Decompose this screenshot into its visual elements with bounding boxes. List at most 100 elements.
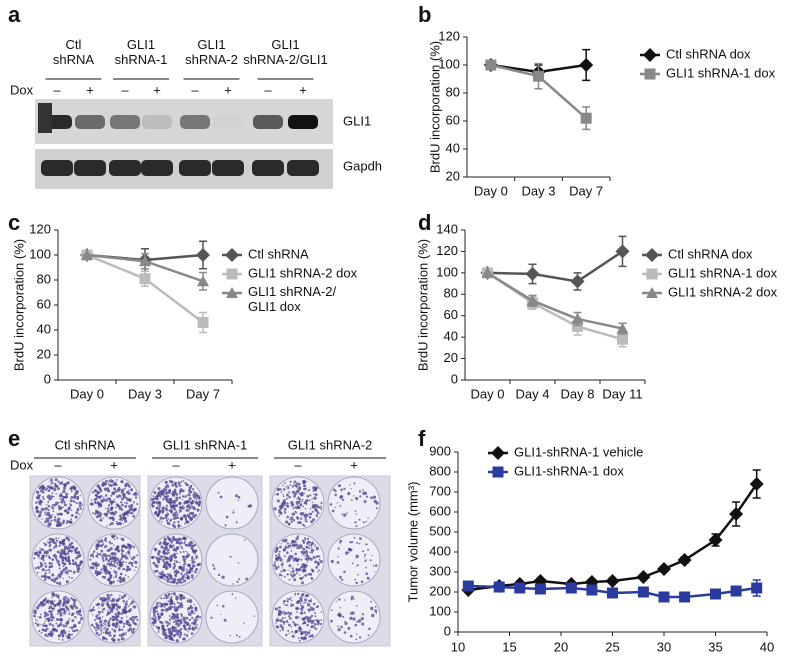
colony — [178, 619, 181, 622]
colony — [159, 605, 161, 608]
colony — [311, 625, 314, 628]
colony — [338, 614, 342, 618]
colony — [305, 513, 309, 517]
colony — [130, 557, 134, 560]
panel-label: a — [8, 2, 21, 27]
colony — [64, 509, 67, 512]
colony — [358, 636, 362, 639]
y-tick-label: 200 — [429, 583, 451, 598]
colony — [131, 619, 134, 621]
colony — [315, 555, 318, 558]
colony — [186, 576, 191, 580]
colony — [47, 599, 50, 603]
colony — [58, 537, 60, 539]
colony — [106, 525, 108, 527]
colony — [64, 566, 68, 570]
colony — [134, 615, 138, 619]
colony — [298, 626, 302, 631]
y-tick-label: 400 — [429, 543, 451, 558]
colony — [173, 488, 176, 491]
colony — [66, 573, 69, 575]
colony — [115, 520, 118, 523]
colony — [188, 563, 190, 566]
colony — [297, 592, 300, 596]
colony — [43, 628, 48, 633]
colony — [95, 622, 98, 625]
colony — [107, 559, 111, 563]
colony — [59, 556, 63, 559]
colony — [115, 621, 119, 625]
colony — [287, 629, 290, 632]
colony — [311, 510, 314, 513]
colony — [164, 632, 167, 634]
colony — [65, 580, 69, 584]
colony — [95, 515, 99, 519]
x-tick-label: Day 0 — [70, 386, 104, 401]
colony — [277, 609, 282, 613]
y-tick-label: 0 — [44, 371, 51, 386]
colony — [291, 555, 293, 558]
colony — [102, 631, 105, 634]
colony — [279, 607, 281, 609]
colony — [316, 506, 319, 509]
colony — [122, 517, 126, 520]
colony — [100, 544, 103, 547]
colony — [285, 620, 289, 623]
blot-band — [38, 103, 52, 133]
colony — [320, 505, 322, 508]
colony — [294, 594, 296, 596]
colony — [292, 519, 296, 522]
colony — [181, 606, 184, 609]
colony — [193, 491, 195, 493]
x-tick-label: Day 11 — [602, 386, 642, 401]
marker — [196, 248, 210, 262]
colony — [320, 507, 323, 510]
colony — [61, 557, 64, 560]
colony — [119, 515, 121, 518]
colony — [65, 635, 67, 637]
colony — [56, 612, 59, 615]
colony — [308, 572, 313, 576]
colony — [196, 614, 200, 618]
colony — [156, 559, 160, 563]
colony — [331, 509, 335, 513]
colony — [66, 547, 69, 551]
colony — [33, 557, 36, 560]
colony — [39, 547, 41, 550]
dox-label: Dox — [10, 457, 34, 472]
colony — [181, 538, 183, 540]
colony — [288, 612, 293, 616]
marker — [679, 591, 691, 603]
marker — [485, 59, 497, 71]
colony — [98, 628, 100, 630]
colony — [307, 537, 310, 541]
colony — [48, 542, 51, 545]
colony — [33, 611, 37, 615]
colony — [182, 616, 186, 620]
lane-sign: + — [86, 82, 94, 97]
colony — [312, 556, 316, 559]
colony — [316, 623, 320, 626]
colony — [158, 572, 161, 575]
colony — [162, 546, 165, 549]
colony — [297, 482, 301, 486]
colony — [157, 618, 160, 621]
colony — [173, 525, 177, 529]
y-tick-label: 60 — [37, 296, 51, 311]
colony — [45, 618, 48, 621]
colony — [183, 633, 186, 636]
colony — [339, 607, 341, 609]
colony — [290, 604, 293, 607]
colony — [160, 573, 163, 576]
lane-sign: – — [191, 82, 199, 97]
colony — [61, 559, 65, 562]
colony — [48, 556, 51, 560]
colony — [68, 610, 71, 612]
colony — [370, 600, 373, 603]
panel-label: f — [418, 426, 426, 451]
colony — [353, 482, 356, 485]
colony — [293, 578, 297, 582]
legend-label: Ctl shRNA dox — [668, 246, 753, 261]
colony — [178, 635, 182, 639]
colony — [197, 503, 201, 507]
